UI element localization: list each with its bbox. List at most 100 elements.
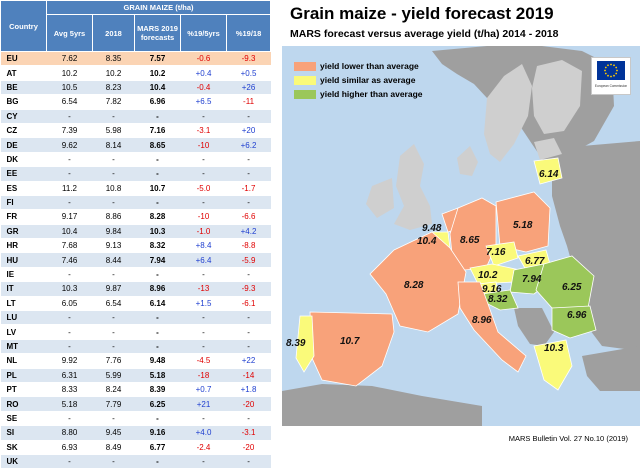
baltic-north-region xyxy=(534,138,562,160)
cell-mars: - xyxy=(134,324,181,340)
cell-country: MT xyxy=(0,339,47,355)
country-lt xyxy=(533,157,563,185)
cell-pct18: -8.8 xyxy=(226,238,271,254)
country-es xyxy=(309,311,395,387)
cell-2018: - xyxy=(92,152,135,168)
cell-avg: 10.2 xyxy=(46,65,93,81)
cell-2018: 5.99 xyxy=(92,368,135,383)
cell-2018: 10.2 xyxy=(92,65,135,81)
value-label-pl: 5.18 xyxy=(513,220,533,231)
legend-swatch xyxy=(294,90,316,99)
table-row: FR 9.17 8.86 8.28 -10 -6.6 xyxy=(0,209,271,225)
cell-country: PL xyxy=(0,368,47,383)
cell-pct5: +0.7 xyxy=(180,382,227,398)
cell-mars: 10.7 xyxy=(134,181,181,196)
cell-pct5: - xyxy=(180,152,227,168)
cell-avg: - xyxy=(46,152,93,168)
cell-avg: 7.39 xyxy=(46,123,93,139)
table-row: LU - - - - - xyxy=(0,310,271,326)
legend-label: yield lower than average xyxy=(320,61,419,71)
legend-label: yield similar as average xyxy=(320,75,416,85)
cell-mars: - xyxy=(134,195,181,211)
header-mars-2019: MARS 2019 forecasts xyxy=(134,14,181,52)
cell-pct18: - xyxy=(226,310,271,326)
cell-2018: 8.49 xyxy=(92,440,135,455)
cell-country: LU xyxy=(0,310,47,326)
cell-2018: 9.13 xyxy=(92,238,135,254)
value-label-hu: 7.94 xyxy=(522,274,542,285)
cell-mars: - xyxy=(134,109,181,124)
table-row: BE 10.5 8.23 10.4 -0.4 +26 xyxy=(0,80,271,96)
cell-2018: 8.86 xyxy=(92,209,135,225)
cell-pct18: - xyxy=(226,166,271,182)
cell-pct5: - xyxy=(180,324,227,340)
cell-2018: 8.24 xyxy=(92,382,135,398)
table-row: MT - - - - - xyxy=(0,339,271,355)
cell-pct5: +6.4 xyxy=(180,252,227,268)
cell-pct18: -5.9 xyxy=(226,252,271,268)
country-pt xyxy=(295,315,315,373)
cell-avg: - xyxy=(46,411,93,427)
header-country: Country xyxy=(0,0,47,52)
table-row: SK 6.93 8.49 6.77 -2.4 -20 xyxy=(0,440,271,455)
cell-mars: 6.14 xyxy=(134,296,181,312)
cell-pct18: - xyxy=(226,195,271,211)
cell-country: SE xyxy=(0,411,47,427)
cell-2018: - xyxy=(92,195,135,211)
table-row: SI 8.80 9.45 9.16 +4.0 -3.1 xyxy=(0,425,271,441)
cell-country: NL xyxy=(0,353,47,369)
cell-avg: 6.31 xyxy=(46,368,93,383)
yield-table: Country GRAIN MAIZE (t/ha) Avg 5yrs 2018… xyxy=(0,0,272,469)
value-label-bg: 6.96 xyxy=(567,310,587,321)
cell-avg: 6.54 xyxy=(46,94,93,110)
cell-pct5: +0.4 xyxy=(180,65,227,81)
cell-country: LT xyxy=(0,296,47,312)
cell-mars: - xyxy=(134,267,181,283)
legend-swatch xyxy=(294,62,316,71)
cell-mars: 6.96 xyxy=(134,94,181,110)
value-label-ro: 6.25 xyxy=(562,282,582,293)
cell-2018: 7.79 xyxy=(92,396,135,412)
cell-pct18: -3.1 xyxy=(226,425,271,441)
table-row: IE - - - - - xyxy=(0,267,271,283)
map-footer: MARS Bulletin Vol. 27 No.10 (2019) xyxy=(508,434,628,443)
cell-pct5: - xyxy=(180,109,227,124)
table-row: NL 9.92 7.76 9.48 -4.5 +22 xyxy=(0,353,271,369)
table-row: CY - - - - - xyxy=(0,109,271,124)
cell-pct18: -20 xyxy=(226,396,271,412)
cell-pct18: - xyxy=(226,411,271,427)
table-row: UK - - - - - xyxy=(0,454,271,469)
cell-mars: - xyxy=(134,166,181,182)
value-label-it: 8.96 xyxy=(472,315,492,326)
cell-pct18: - xyxy=(226,267,271,283)
cell-pct5: +1.5 xyxy=(180,296,227,312)
cell-avg: 9.17 xyxy=(46,209,93,225)
cell-avg: - xyxy=(46,324,93,340)
cell-country: AT xyxy=(0,65,47,81)
cell-pct18: +20 xyxy=(226,123,271,139)
table-row: EU 7.62 8.35 7.57 -0.6 -9.3 xyxy=(0,51,271,67)
cell-mars: - xyxy=(134,310,181,326)
cell-pct5: - xyxy=(180,195,227,211)
country-bg xyxy=(551,305,597,339)
cell-2018: 7.82 xyxy=(92,94,135,110)
cell-avg: 10.4 xyxy=(46,224,93,240)
cell-country: ES xyxy=(0,181,47,196)
cell-country: GR xyxy=(0,224,47,240)
cell-pct5: -2.4 xyxy=(180,440,227,455)
cell-pct5: - xyxy=(180,411,227,427)
table-row: PL 6.31 5.99 5.18 -18 -14 xyxy=(0,368,271,383)
cell-country: SI xyxy=(0,425,47,441)
cell-country: IE xyxy=(0,267,47,283)
west-balkans-region xyxy=(514,308,554,346)
cell-pct18: -14 xyxy=(226,368,271,383)
cell-country: EU xyxy=(0,51,47,67)
value-label-hr: 8.32 xyxy=(488,294,508,305)
cell-mars: 9.16 xyxy=(134,425,181,441)
cell-pct5: - xyxy=(180,267,227,283)
cell-pct18: +4.2 xyxy=(226,224,271,240)
country-cz xyxy=(485,241,519,267)
eu-countries xyxy=(295,157,597,391)
eu-flag-icon: European Commission xyxy=(595,61,627,88)
value-label-fr: 8.28 xyxy=(404,280,424,291)
